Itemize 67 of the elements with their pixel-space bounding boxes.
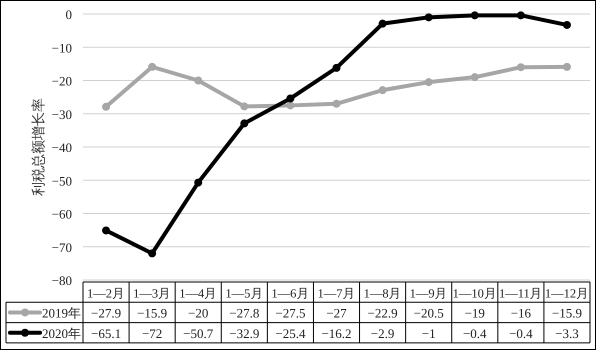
legend-label: 2020年 <box>42 326 81 341</box>
data-label: −16.2 <box>321 326 352 341</box>
point <box>562 62 571 71</box>
x-tick-label: 1—10月 <box>452 286 497 300</box>
x-tick-label: 1—3月 <box>133 286 172 300</box>
data-label: −27.5 <box>275 305 306 320</box>
data-label: −16 <box>510 305 532 320</box>
point <box>194 76 202 84</box>
y-tick-label: −20 <box>52 74 72 88</box>
data-label: −3.3 <box>555 326 579 341</box>
data-label: −22.9 <box>368 305 398 320</box>
data-label: −72 <box>142 326 162 341</box>
x-tick-label: 1—8月 <box>364 286 402 300</box>
point <box>194 178 202 187</box>
point <box>424 78 433 86</box>
point <box>470 11 479 20</box>
y-tick-label: 0 <box>66 7 72 22</box>
point <box>148 249 156 258</box>
x-tick-label: 1—2月 <box>87 286 126 300</box>
data-label: −27.8 <box>229 305 260 320</box>
y-axis-title: 利税总额增长率 <box>31 98 47 196</box>
point <box>148 62 156 71</box>
y-tick-label: −50 <box>52 173 72 188</box>
x-tick-label: 1—9月 <box>410 286 448 300</box>
data-label: −32.9 <box>229 326 260 341</box>
data-label: −19 <box>464 305 485 320</box>
point <box>240 102 248 110</box>
x-tick-label: 1—4月 <box>179 286 218 300</box>
point <box>470 73 479 82</box>
point <box>378 20 387 28</box>
point <box>240 119 248 128</box>
data-label: −25.4 <box>275 326 306 341</box>
data-label: −2.9 <box>370 326 394 341</box>
data-label: −20 <box>188 305 208 320</box>
data-label: −15.9 <box>552 305 582 320</box>
point <box>102 102 110 111</box>
point <box>286 101 294 110</box>
data-label: −15.9 <box>137 305 168 320</box>
point <box>286 94 294 102</box>
point <box>332 64 340 72</box>
data-label: −65.1 <box>91 326 122 341</box>
data-label: −20.5 <box>414 305 444 320</box>
x-tick-label: 1—11月 <box>498 286 543 300</box>
data-label: −0.4 <box>509 326 534 341</box>
legend-label: 2019年 <box>42 305 81 320</box>
x-tick-label: 1—7月 <box>318 286 356 300</box>
y-tick-label: −60 <box>52 206 72 222</box>
x-tick-label: 1—12月 <box>544 286 590 300</box>
data-label: −1 <box>422 326 436 341</box>
point <box>424 13 433 22</box>
y-tick-label: −70 <box>52 240 72 255</box>
point <box>516 11 525 20</box>
x-tick-label: 1—6月 <box>271 286 310 300</box>
y-tick-label: −30 <box>52 106 72 122</box>
point <box>102 226 110 234</box>
point <box>332 100 340 108</box>
point <box>562 20 571 29</box>
data-label: −0.4 <box>462 326 488 341</box>
point <box>378 86 387 94</box>
y-tick-label: −10 <box>52 40 72 56</box>
data-label: −27.9 <box>91 305 122 320</box>
y-tick-label: −80 <box>52 273 72 288</box>
x-tick-label: 1—5月 <box>225 286 264 300</box>
data-label: −27 <box>326 305 348 320</box>
y-tick-label: −40 <box>52 140 72 155</box>
point <box>516 63 525 72</box>
data-label: −50.7 <box>183 326 214 341</box>
